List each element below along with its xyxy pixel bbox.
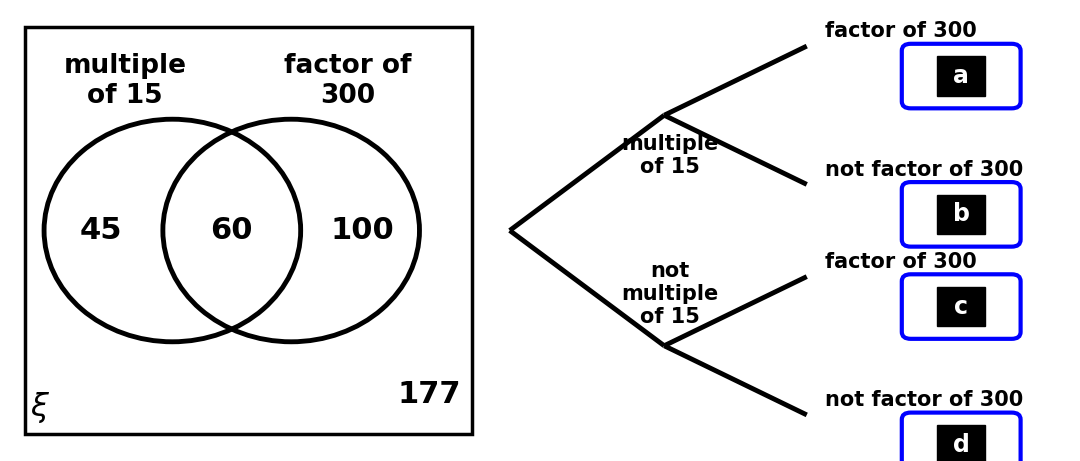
Text: factor of
300: factor of 300: [284, 53, 411, 109]
Text: 60: 60: [211, 216, 253, 245]
FancyBboxPatch shape: [902, 413, 1021, 461]
FancyBboxPatch shape: [937, 287, 985, 326]
Text: 100: 100: [330, 216, 394, 245]
Text: not factor of 300: not factor of 300: [825, 390, 1023, 410]
Text: not factor of 300: not factor of 300: [825, 160, 1023, 180]
Text: c: c: [955, 295, 968, 319]
Text: factor of 300: factor of 300: [825, 252, 976, 272]
Text: a: a: [954, 64, 969, 88]
Text: d: d: [953, 433, 970, 457]
Text: ξ: ξ: [30, 392, 49, 423]
Text: 45: 45: [80, 216, 122, 245]
Text: multiple
of 15: multiple of 15: [621, 134, 719, 177]
Text: factor of 300: factor of 300: [825, 22, 976, 41]
FancyBboxPatch shape: [902, 182, 1021, 247]
Text: multiple
of 15: multiple of 15: [64, 53, 187, 109]
FancyBboxPatch shape: [937, 425, 985, 461]
Text: 177: 177: [397, 380, 461, 409]
Text: b: b: [953, 202, 970, 226]
FancyBboxPatch shape: [902, 274, 1021, 339]
FancyBboxPatch shape: [937, 56, 985, 95]
Text: not
multiple
of 15: not multiple of 15: [621, 261, 719, 327]
FancyBboxPatch shape: [937, 195, 985, 234]
FancyBboxPatch shape: [902, 44, 1021, 108]
